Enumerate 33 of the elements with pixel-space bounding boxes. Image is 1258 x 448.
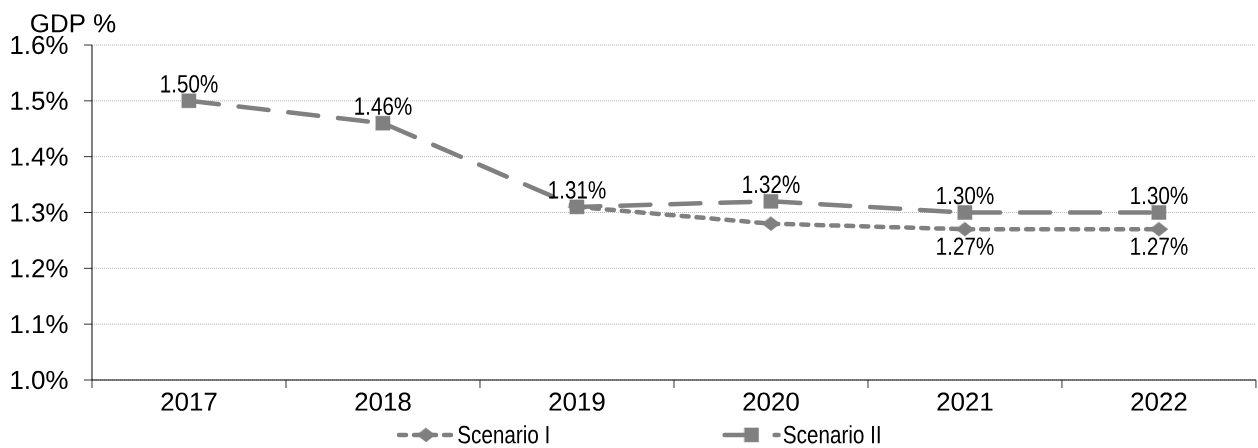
legend-label: Scenario I: [458, 425, 549, 444]
x-tick-label: 2018: [355, 392, 411, 411]
point: [763, 194, 779, 209]
x-tick-label: 2022: [1131, 392, 1187, 411]
x-tick-label: 2020: [743, 392, 799, 411]
point: [955, 222, 975, 237]
point: [1149, 222, 1169, 237]
data-label: 1.30%: [1131, 186, 1188, 205]
y-tick-label: 1.2%: [11, 259, 68, 278]
point: [569, 199, 585, 215]
data-label: 1.27%: [937, 237, 994, 255]
y-tick-label: 1.6%: [11, 35, 68, 55]
x-tick-label: 2019: [549, 392, 605, 411]
point: [761, 216, 781, 231]
data-label: 1.46%: [355, 97, 412, 115]
data-label: 1.27%: [1131, 237, 1188, 255]
x-tick-label: 2021: [937, 392, 993, 411]
data-label: 1.32%: [743, 175, 800, 194]
y-tick-label: 1.0%: [11, 370, 68, 390]
x-tick-label: 2017: [161, 392, 217, 411]
point: [181, 93, 197, 109]
legend-label: Scenario II: [783, 425, 880, 444]
y-tick-label: 1.1%: [11, 315, 68, 334]
point: [375, 115, 391, 131]
y-tick-label: 1.4%: [11, 147, 68, 166]
y-tick-label: 1.5%: [11, 91, 68, 110]
data-label: 1.50%: [161, 75, 218, 93]
data-label: 1.31%: [549, 181, 606, 199]
point: [957, 205, 973, 220]
point: [1151, 205, 1167, 220]
data-label: 1.30%: [937, 186, 994, 205]
y-axis-title: GDP %: [31, 14, 116, 33]
y-tick-label: 1.3%: [11, 203, 68, 222]
